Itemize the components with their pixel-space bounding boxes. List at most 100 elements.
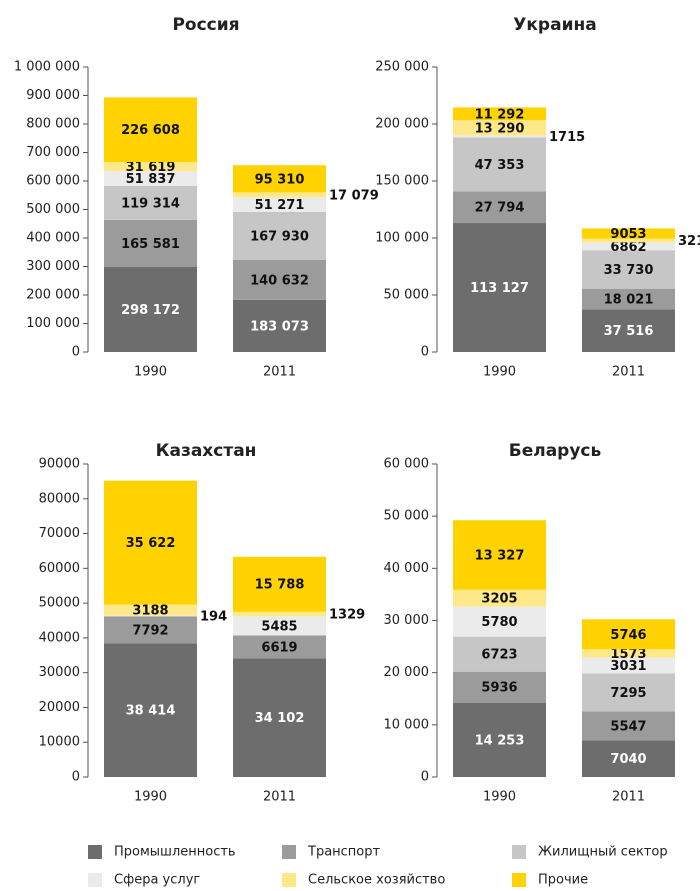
value-label: 298 172: [121, 303, 180, 318]
bar-segment: [453, 636, 546, 672]
bar-segment: [582, 242, 675, 251]
chart-title: Россия: [172, 15, 239, 35]
legend-swatch: [282, 873, 296, 887]
bar-segment: [233, 556, 326, 612]
value-label: 165 581: [121, 237, 180, 252]
bar-segment: [104, 267, 197, 352]
value-label: 7040: [610, 752, 646, 767]
value-label: 34 102: [255, 711, 305, 726]
value-label: 51 271: [255, 198, 305, 213]
value-label: 5485: [261, 619, 297, 634]
bar-segment: [104, 219, 197, 268]
x-tick-label: 2011: [263, 790, 296, 805]
y-tick-label: 100 000: [26, 316, 80, 331]
y-tick-label: 80000: [39, 491, 80, 506]
y-tick-label: 50000: [39, 596, 80, 611]
bar-segment: [453, 671, 546, 703]
bar-segment: [233, 658, 326, 777]
bar-segment: [104, 615, 197, 617]
bar-segment: [453, 589, 546, 607]
bar-segment: [233, 616, 326, 636]
value-label: 119 314: [121, 196, 180, 211]
bar-segment: [104, 97, 197, 163]
bar-segment: [233, 635, 326, 659]
y-tick-label: 900 000: [26, 88, 80, 103]
value-label: 17 079: [329, 188, 379, 203]
y-tick-label: 30000: [39, 665, 80, 680]
y-tick-label: 250 000: [375, 60, 429, 75]
bar-segment: [582, 673, 675, 712]
chart-title: Беларусь: [509, 441, 602, 461]
y-tick-label: 90000: [39, 457, 80, 472]
value-label: 1573: [610, 647, 646, 662]
bar-segment: [104, 616, 197, 644]
value-label: 95 310: [255, 172, 305, 187]
value-label: 11 292: [475, 107, 525, 122]
bar-segment: [582, 649, 675, 658]
value-label: 9053: [610, 227, 646, 242]
y-tick-label: 200 000: [375, 117, 429, 132]
value-label: 226 608: [121, 123, 180, 138]
x-tick-label: 1990: [483, 790, 516, 805]
value-label: 5746: [610, 628, 646, 643]
y-tick-label: 0: [421, 770, 429, 785]
y-tick-label: 20 000: [384, 665, 430, 680]
bar-segment: [453, 606, 546, 637]
value-label: 14 253: [475, 733, 525, 748]
y-tick-label: 300 000: [26, 259, 80, 274]
legend-swatch: [88, 845, 102, 859]
y-tick-label: 60000: [39, 561, 80, 576]
value-label: 33 730: [604, 263, 654, 278]
y-tick-label: 10000: [39, 735, 80, 750]
chart-title: Украина: [513, 15, 596, 35]
bar-segment: [453, 107, 546, 121]
value-label: 183 073: [250, 319, 309, 334]
x-tick-label: 1990: [134, 790, 167, 805]
value-label: 6619: [261, 640, 297, 655]
bar-segment: [233, 211, 326, 260]
bar-segment: [582, 657, 675, 674]
y-tick-label: 60 000: [384, 457, 430, 472]
bar-segment: [104, 171, 197, 186]
legend-label: Сельское хозяйство: [308, 873, 445, 888]
legend-swatch: [88, 873, 102, 887]
y-tick-label: 70000: [39, 526, 80, 541]
bar-segment: [233, 192, 326, 198]
y-tick-label: 1 000 000: [14, 60, 80, 75]
y-tick-label: 500 000: [26, 202, 80, 217]
legend-label: Сфера услуг: [114, 873, 200, 888]
y-tick-label: 50 000: [384, 509, 430, 524]
bar-segment: [104, 480, 197, 605]
bar-segment: [453, 191, 546, 224]
y-tick-label: 150 000: [375, 174, 429, 189]
value-label: 167 930: [250, 229, 309, 244]
bar-segment: [104, 643, 197, 777]
y-tick-label: 50 000: [384, 288, 430, 303]
bar-segment: [453, 137, 546, 192]
y-tick-label: 30 000: [384, 613, 430, 628]
chart-title: Казахстан: [156, 441, 257, 461]
bar-segment: [453, 120, 546, 136]
bar-segment: [582, 228, 675, 239]
y-tick-label: 40000: [39, 630, 80, 645]
value-label: 1329: [329, 607, 365, 622]
y-tick-label: 400 000: [26, 231, 80, 246]
value-label: 47 353: [475, 158, 525, 173]
value-label: 37 516: [604, 324, 654, 339]
y-tick-label: 0: [72, 770, 80, 785]
value-label: 13 327: [475, 548, 525, 563]
x-tick-label: 2011: [263, 365, 296, 380]
value-label: 140 632: [250, 273, 309, 288]
y-tick-label: 10 000: [384, 717, 430, 732]
value-label: 27 794: [475, 201, 525, 216]
value-label: 1715: [549, 130, 585, 145]
bar-segment: [582, 288, 675, 310]
x-tick-label: 1990: [483, 365, 516, 380]
x-tick-label: 2011: [612, 365, 645, 380]
y-tick-label: 40 000: [384, 561, 430, 576]
value-label: 7295: [610, 686, 646, 701]
value-label: 38 414: [126, 704, 176, 719]
value-label: 5547: [610, 719, 646, 734]
legend-label: Транспорт: [307, 845, 381, 860]
